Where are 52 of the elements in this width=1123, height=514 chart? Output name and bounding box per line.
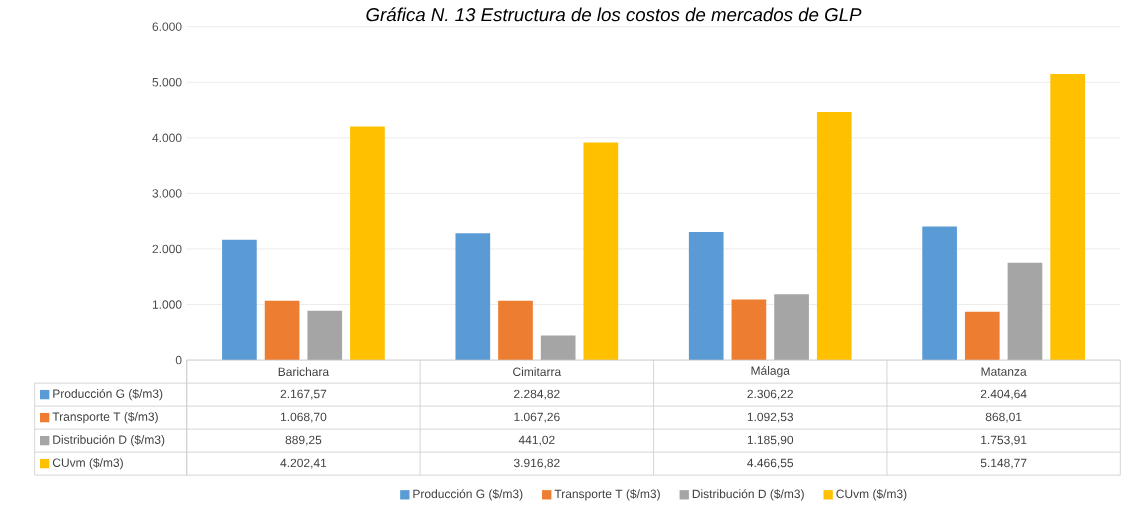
data-label: 2.284,82 (514, 389, 560, 400)
x-tick-label: Matanza (981, 367, 1027, 376)
text: Transporte T ($/m3) (554, 489, 660, 501)
text: CUvm ($/m3) (52, 457, 123, 470)
data-label: 4.202,41 (280, 458, 327, 469)
bar (816, 111, 852, 361)
bar (455, 233, 491, 361)
bar (774, 294, 809, 361)
data-label: 5.148,77 (980, 458, 1027, 469)
legend-label: CUvm ($/m3) (836, 489, 907, 501)
data-label: 1.068,70 (280, 412, 327, 423)
bar (222, 239, 257, 361)
data-label: 2.167,57 (280, 389, 327, 400)
bar (540, 335, 576, 361)
data-label: 1.185,90 (747, 435, 794, 446)
data-label: 4.466,55 (747, 458, 794, 469)
y-tick-label: 5.000 (152, 77, 182, 87)
legend-label: Distribución D ($/m3) (692, 489, 804, 501)
data-label: 1.753,91 (981, 435, 1027, 446)
bar (264, 300, 300, 361)
bar (1050, 73, 1085, 361)
bar (307, 310, 343, 361)
y-tick-label: 1.000 (152, 300, 182, 309)
legend-label: Producción G ($/m3) (53, 388, 163, 401)
y-tick-label: 4.000 (152, 133, 182, 143)
data-label: 1.067,26 (514, 412, 560, 423)
x-tick-label: Barichara (278, 367, 330, 376)
text: Distribución D ($/m3) (53, 434, 165, 447)
bar (964, 311, 1000, 361)
data-label: 1.092,53 (747, 412, 794, 423)
bar (731, 299, 767, 361)
bar (922, 226, 957, 361)
y-tick-label: 2.000 (152, 244, 182, 254)
legend-label: Transporte T ($/m3) (52, 411, 158, 424)
bar (583, 142, 619, 361)
y-tick-label: 6.000 (152, 22, 182, 31)
data-label: 3.916,82 (513, 458, 560, 469)
bar (498, 300, 533, 361)
data-label: 2.306,22 (747, 389, 793, 400)
x-tick-label: Málaga (751, 365, 790, 378)
y-tick-label: 3.000 (152, 189, 182, 198)
bar (350, 126, 385, 361)
data-label: 441,02 (518, 435, 555, 446)
y-tick-label: 0 (175, 355, 182, 365)
data-label: 868,01 (985, 412, 1022, 423)
data-label: 889,25 (285, 435, 322, 446)
bar (1007, 262, 1043, 361)
data-label: 2.404,64 (980, 389, 1027, 400)
bar (688, 231, 724, 361)
text: Producción G ($/m3) (413, 489, 523, 501)
chart-title: Gráfica N. 13 Estructura de los costos de mercados de GLP (366, 7, 862, 22)
x-tick-label: Cimitarra (513, 367, 562, 376)
